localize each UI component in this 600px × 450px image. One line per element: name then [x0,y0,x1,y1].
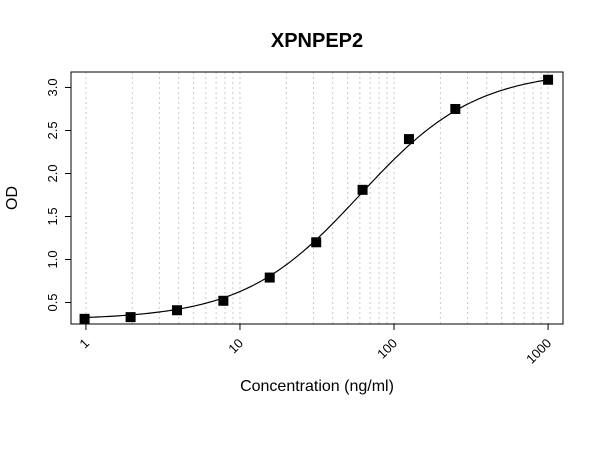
y-tick-label: 3.0 [45,78,60,96]
data-point [543,74,554,85]
chart-title: XPNPEP2 [271,30,363,52]
y-tick-label: 2.5 [45,121,60,139]
data-point [218,295,229,306]
data-point [264,272,275,283]
y-tick-label: 1.5 [45,207,60,225]
fit-curve-layer [84,79,549,319]
x-tick-label: 100 [374,336,400,362]
y-tick-label: 0.5 [45,293,60,311]
data-points [79,74,554,324]
data-point [125,312,136,323]
data-point [311,237,322,248]
y-axis-label: OD [4,186,21,210]
data-point [357,184,368,195]
data-point [171,305,182,316]
x-tick-label: 10 [225,336,246,357]
data-point [450,103,461,114]
y-tick-label: 1.0 [45,250,60,268]
y-axis: 0.5 1.0 1.5 2.0 2.5 3.0 [45,78,71,312]
data-point [79,313,90,324]
fit-curve [84,79,549,319]
y-tick-label: 2.0 [45,164,60,182]
plot-frame [70,71,564,325]
x-axis-label: Concentration (ng/ml) [240,378,394,395]
x-axis: 1 10 100 1000 [76,324,554,367]
x-tick-label: 1 [76,336,92,352]
x-tick-label: 1000 [523,336,554,367]
grid [85,72,549,324]
data-point [403,134,414,145]
